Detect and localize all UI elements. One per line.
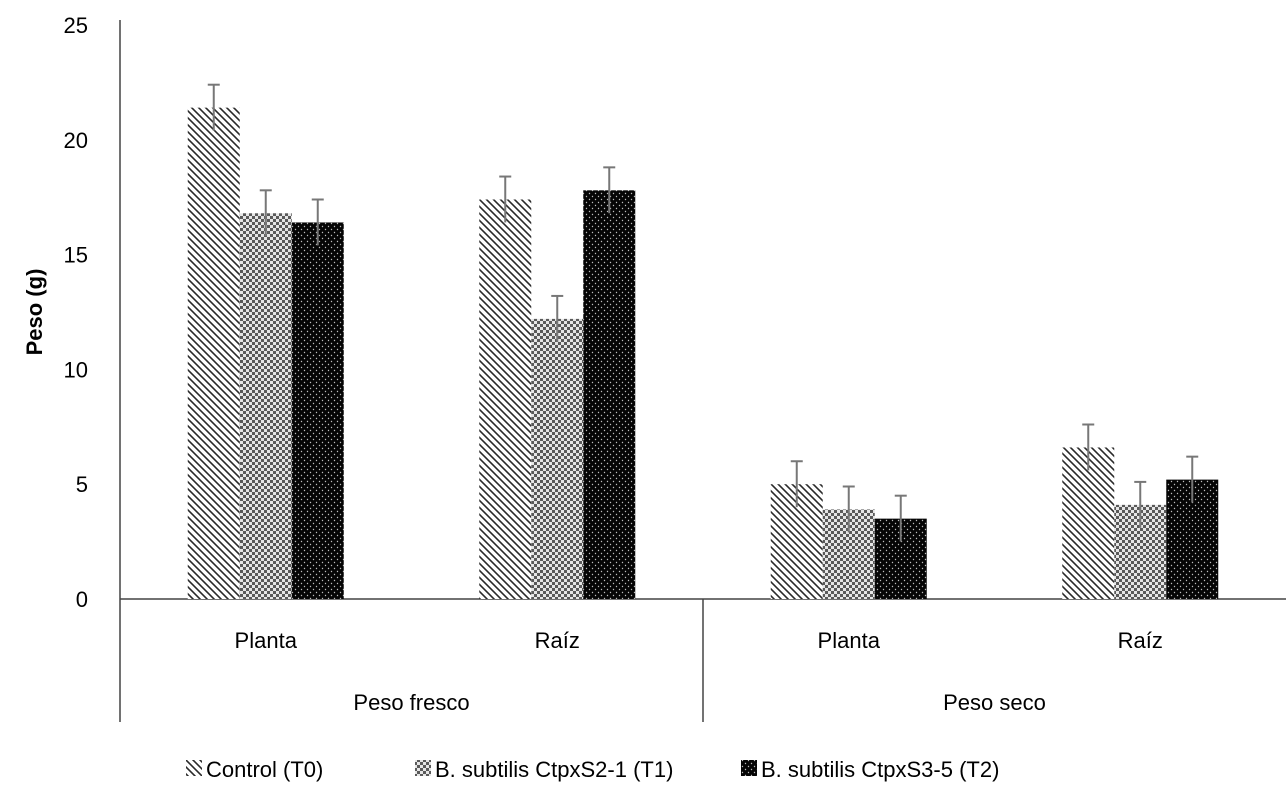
y-tick-label: 20 <box>64 128 88 153</box>
y-tick-label: 10 <box>64 357 88 382</box>
bar <box>291 222 344 599</box>
legend-swatch <box>741 760 757 776</box>
bar <box>531 318 584 599</box>
bar <box>479 199 532 599</box>
legend-swatch <box>415 760 431 776</box>
y-tick-label: 5 <box>76 472 88 497</box>
x-axis <box>120 598 1286 722</box>
group-label: Peso fresco <box>353 690 469 715</box>
error-bars <box>207 83 1199 542</box>
bar <box>239 213 292 599</box>
category-label: Raíz <box>535 628 580 653</box>
legend-label: B. subtilis CtpxS2-1 (T1) <box>435 757 673 782</box>
legend-swatch <box>186 760 202 776</box>
y-tick-label: 25 <box>64 13 88 38</box>
bar <box>187 107 240 599</box>
bar <box>1062 447 1115 599</box>
group-labels: Peso fresco Peso seco <box>353 690 1045 715</box>
category-label: Planta <box>818 628 881 653</box>
legend: Control (T0) B. subtilis CtpxS2-1 (T1) B. … <box>186 757 999 782</box>
bars <box>187 107 1219 599</box>
y-tick-label: 15 <box>64 243 88 268</box>
y-axis-title: Peso (g) <box>22 269 47 356</box>
category-labels: Planta Raíz Planta Raíz <box>235 628 1163 653</box>
y-axis: 0 5 10 15 20 25 <box>64 13 121 722</box>
category-label: Planta <box>235 628 298 653</box>
category-label: Raíz <box>1118 628 1163 653</box>
y-tick-label: 0 <box>76 587 88 612</box>
bar <box>583 190 636 599</box>
group-label: Peso seco <box>943 690 1046 715</box>
legend-label: Control (T0) <box>206 757 323 782</box>
legend-label: B. subtilis CtpxS3-5 (T2) <box>761 757 999 782</box>
